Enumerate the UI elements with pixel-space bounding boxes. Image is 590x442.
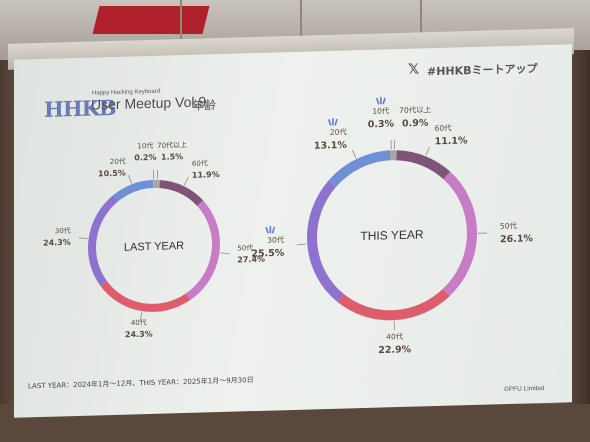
donut-segment-20代 (112, 179, 154, 202)
leader-line (351, 149, 357, 159)
donut-chart-this-year: 70代以上 0.9% 60代 11.1% 50代 26.1% 40代 22.9% 30代 25.5… (251, 96, 533, 356)
donut-segment-60代 (396, 150, 451, 180)
donut-segment-30代 (307, 180, 345, 303)
leader-line (220, 252, 230, 255)
category-label: 30代 (267, 234, 285, 244)
value-label: 0.2% (134, 153, 156, 163)
donut-segment-40代 (100, 281, 191, 312)
category-label: 50代 (237, 243, 253, 252)
category-label: 10代 (372, 105, 390, 115)
value-label: 11.1% (435, 135, 468, 147)
emphasis-mark (376, 97, 380, 105)
value-label: 22.9% (378, 344, 411, 356)
leader-line (183, 176, 189, 186)
ceiling-red-tile (92, 6, 210, 34)
donut-segment-50代 (442, 171, 478, 297)
category-label: 70代以上 (157, 140, 187, 150)
value-label: 25.5% (251, 248, 284, 260)
leader-line (297, 243, 307, 246)
ceiling-seam (420, 0, 422, 60)
donut-segment-30代 (88, 195, 118, 287)
value-label: 13.1% (314, 140, 347, 152)
ceiling-seam (180, 0, 182, 60)
emphasis-mark (334, 118, 338, 126)
category-label: 30代 (55, 226, 71, 235)
leader-line (425, 146, 430, 156)
chart-title: LAST YEAR (124, 240, 184, 254)
category-label: 20代 (330, 126, 348, 136)
leader-line (139, 312, 143, 322)
donut-segment-40代 (337, 288, 450, 321)
donut-charts: 70代以上 1.5% 60代 11.9% 50代 27.4% 40代 24.3% 30代 24.3… (43, 96, 533, 356)
donut-segment-20代 (328, 150, 391, 188)
value-label: 0.3% (368, 119, 395, 131)
category-label: 10代 (137, 141, 153, 150)
value-label: 0.9% (402, 118, 429, 130)
donut-segment-60代 (159, 179, 204, 207)
value-label: 24.3% (125, 330, 153, 340)
copyright: ©PFU Limited (504, 384, 545, 394)
category-label: 20代 (110, 157, 126, 166)
leader-line (78, 237, 88, 239)
category-label: 60代 (435, 122, 453, 132)
value-label: 24.3% (43, 238, 71, 248)
projection-screen: HHKB Happy Hacking Keyboard User Meetup … (14, 44, 572, 418)
donut-chart-last-year: 70代以上 1.5% 60代 11.9% 50代 27.4% 40代 24.3% 30代 24.3… (43, 140, 265, 340)
leader-line (128, 174, 132, 184)
emphasis-mark (265, 226, 269, 234)
value-label: 11.9% (192, 170, 220, 180)
category-label: 70代以上 (399, 104, 432, 115)
emphasis-mark (328, 119, 332, 126)
chart-title: THIS YEAR (360, 227, 423, 243)
value-label: 1.5% (161, 152, 183, 162)
emphasis-mark (382, 97, 386, 105)
category-label: 50代 (500, 220, 518, 230)
donut-segment-50代 (185, 200, 220, 301)
value-label: 10.5% (98, 169, 126, 179)
category-label: 40代 (131, 318, 147, 327)
category-label: 40代 (386, 331, 404, 341)
value-label: 26.1% (500, 233, 533, 245)
category-label: 60代 (192, 158, 208, 167)
value-label: 27.4% (237, 255, 265, 265)
ceiling-seam (300, 0, 302, 60)
emphasis-mark (271, 226, 276, 234)
